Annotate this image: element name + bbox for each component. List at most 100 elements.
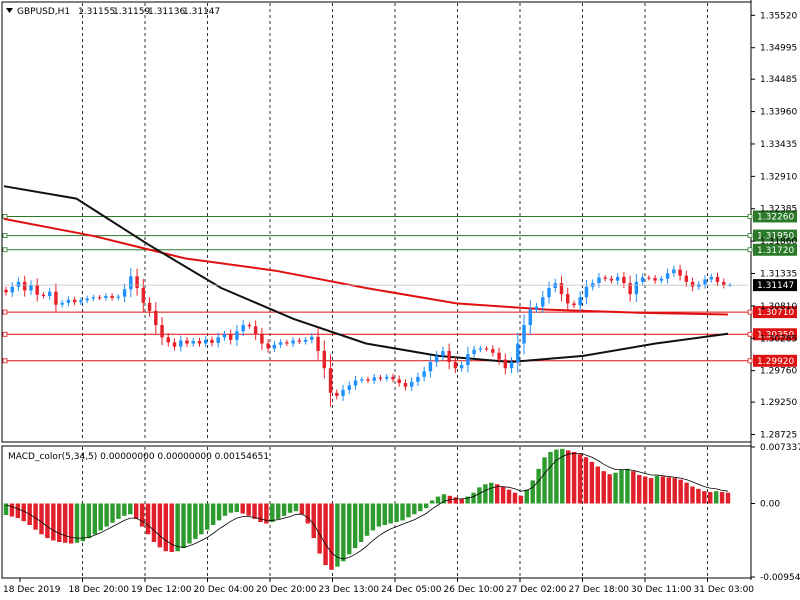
macd-bar	[133, 503, 139, 519]
macd-bar	[459, 498, 464, 504]
macd-bar	[341, 503, 346, 562]
candle-body	[547, 288, 551, 298]
macd-bar	[648, 478, 654, 504]
level-anchor[interactable]	[2, 309, 8, 315]
level-price-tag	[753, 306, 797, 319]
macd-tick-label: 0.00	[760, 499, 780, 509]
candle-body	[191, 341, 195, 344]
macd-bar	[299, 503, 305, 515]
macd-tick-label: 0.0073376	[760, 443, 800, 453]
level-anchor[interactable]	[2, 331, 8, 337]
candle-body	[322, 350, 327, 369]
candle-body	[172, 342, 177, 347]
macd-bar	[471, 492, 476, 504]
indicator-panel[interactable]	[1, 445, 752, 579]
candle-body	[378, 377, 383, 379]
level-anchor[interactable]	[747, 331, 753, 337]
candle-body	[653, 278, 657, 281]
macd-bar	[684, 482, 689, 504]
macd-bar	[175, 503, 180, 552]
candle-body	[210, 339, 214, 343]
macd-bar	[181, 503, 186, 549]
level-price-tag	[753, 354, 797, 367]
level-anchor[interactable]	[747, 358, 753, 364]
macd-bar	[536, 468, 541, 504]
level-anchor[interactable]	[747, 233, 753, 238]
candle-body	[528, 309, 532, 326]
level-anchor[interactable]	[747, 214, 753, 219]
macd-bar	[62, 503, 68, 543]
macd-bar	[311, 503, 316, 539]
macd-bar	[305, 503, 311, 524]
macd-bar	[293, 503, 299, 512]
macd-bar	[264, 503, 269, 524]
macd-bar	[39, 503, 44, 535]
macd-bar	[86, 503, 92, 539]
level-anchor[interactable]	[747, 309, 753, 315]
candle-body	[447, 350, 451, 363]
candle-body	[453, 362, 458, 369]
candle-body	[672, 269, 676, 274]
level-anchor[interactable]	[2, 214, 8, 219]
candle-body	[204, 339, 208, 344]
candle-body	[216, 337, 220, 343]
macd-bar	[571, 451, 577, 504]
macd-bar	[690, 486, 695, 504]
price-panel[interactable]	[1, 1, 752, 443]
macd-bar	[187, 503, 192, 544]
level-anchor[interactable]	[2, 358, 8, 364]
level-anchor[interactable]	[747, 247, 753, 253]
macd-bar	[435, 496, 441, 504]
x-tick-label: 30 Dec 11:00	[631, 585, 692, 595]
macd-bar	[577, 454, 583, 504]
candle-body	[328, 368, 333, 393]
macd-bar	[45, 503, 50, 539]
macd-bar	[110, 503, 115, 523]
y-tick-label: 1.29250	[760, 398, 797, 408]
macd-bar	[151, 503, 157, 542]
candle-body	[310, 336, 314, 340]
candle-body	[79, 300, 83, 303]
candle-body	[391, 376, 395, 380]
macd-bar	[74, 503, 80, 543]
candle-body	[684, 275, 689, 282]
candle-body	[559, 283, 564, 295]
macd-bar	[518, 495, 524, 504]
candle-body	[678, 269, 682, 276]
candle-body	[366, 379, 370, 381]
candle-body	[54, 291, 58, 305]
candle-body	[434, 355, 439, 363]
macd-bar	[441, 494, 447, 504]
level-anchor[interactable]	[2, 247, 8, 253]
macd-bar	[613, 472, 618, 504]
macd-bar	[406, 503, 411, 518]
level-anchor[interactable]	[2, 233, 8, 238]
y-tick-label: 1.34995	[760, 44, 797, 54]
candle-body	[603, 277, 607, 279]
y-tick-label: 1.35520	[760, 11, 797, 21]
candle-body	[622, 276, 626, 284]
y-tick-label: 1.28725	[760, 431, 797, 441]
candle-body	[416, 376, 420, 382]
candle-body	[484, 348, 489, 350]
macd-histogram	[3, 448, 731, 570]
candle-body	[516, 343, 520, 363]
x-tick-label: 31 Dec 03:00	[694, 585, 755, 595]
macd-bar	[51, 503, 56, 541]
candle-body	[91, 297, 96, 299]
ohlc-close: 1.31147	[183, 7, 220, 17]
macd-bar	[400, 503, 405, 521]
candle-body	[60, 302, 64, 305]
candle-body	[497, 352, 501, 360]
triangle-down-icon[interactable]	[6, 8, 13, 13]
candle-body	[478, 348, 483, 350]
macd-bar	[246, 503, 251, 516]
macd-bar	[619, 469, 624, 504]
macd-bar	[637, 475, 642, 504]
macd-bar	[394, 503, 399, 522]
candle-body	[316, 336, 320, 351]
macd-bar	[139, 503, 145, 527]
candle-body	[222, 334, 227, 338]
